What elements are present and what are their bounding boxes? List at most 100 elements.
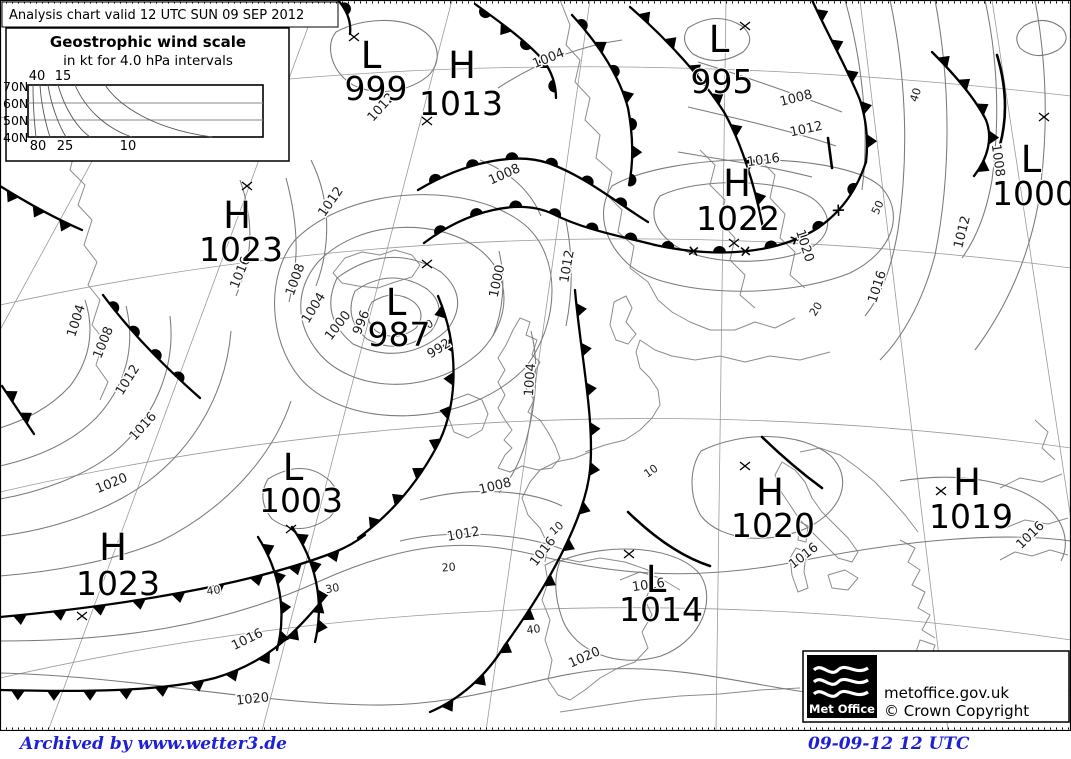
warm-front-symbol (548, 79, 557, 93)
cold-front-symbol (473, 673, 486, 686)
cold-front-symbol-path (443, 371, 454, 386)
warm-front-symbol-path (479, 7, 491, 19)
warm-front-symbol-path (548, 79, 557, 93)
warm-front-symbol-path (629, 117, 637, 131)
cold-front-symbol-path (392, 493, 405, 506)
warm-front-symbol-path (173, 371, 185, 383)
cold-front-symbol-path (280, 600, 292, 615)
isobar-lines-path (844, 0, 866, 191)
trough-line (826, 136, 834, 170)
occluded-front (336, 0, 352, 36)
isobar-label: 1000 (487, 264, 509, 299)
warm-front-symbol-path (615, 197, 628, 208)
cold-front-symbol (326, 550, 340, 563)
wind-speed-label: 20 (807, 300, 825, 319)
isobar-lines-path (697, 61, 843, 113)
frontolysis-cross-icon-path (740, 246, 751, 257)
cold-front-symbol-path (578, 501, 591, 515)
cold-front-symbol (543, 574, 556, 587)
isobar-lines-path (0, 536, 1071, 642)
wind-speed-label: 40 (526, 622, 542, 637)
isobar-lines-path (498, 330, 537, 494)
warm-front-symbol (712, 245, 726, 253)
warm-front-symbol-path (341, 2, 351, 15)
cold-front-symbol (316, 619, 328, 634)
warm-front-symbol-path (509, 200, 523, 208)
cold-front-symbol-path (258, 651, 270, 665)
warm-front-symbol (628, 173, 637, 187)
pressure-center-letter: H (953, 461, 981, 504)
cold-front-symbol-path (59, 219, 72, 232)
wind-speed-label: 40 (907, 86, 924, 103)
lat-label-70n: 70N (3, 79, 28, 94)
isobar-lines-path (565, 220, 572, 327)
chart-title-box-path (1, 1, 339, 28)
scale-top-40: 40 (29, 69, 46, 84)
isobar-lines-path (367, 294, 422, 337)
cold-front-symbol (278, 630, 290, 645)
cold-front-symbol-path (977, 159, 990, 173)
graticule-lines-path (0, 238, 1071, 306)
coastlines-path (999, 549, 1069, 561)
wind-speed-label: 20 (441, 560, 456, 574)
warm-front-symbol-path (150, 349, 162, 361)
isobar-lines-path (961, 0, 998, 259)
isobar-lines-path (285, 177, 297, 303)
wind-scale-title: Geostrophic wind scale (50, 33, 246, 51)
cold-front-symbol-path (638, 11, 651, 24)
cold-front-symbol (258, 651, 270, 665)
warm-front-symbol-path (585, 222, 599, 231)
cold-front-symbol (688, 64, 701, 77)
isobar-label: 1020 (94, 471, 130, 497)
coastlines-path (559, 0, 796, 331)
frontolysis-cross-icon (790, 233, 802, 245)
cold-front-symbol-path (562, 538, 575, 552)
cold-front-symbol-path (82, 690, 97, 701)
cold-front-symbol-path (664, 37, 677, 50)
pressure-center-cross-icon (739, 461, 751, 471)
warm-front-symbol (624, 232, 638, 241)
cold-front-symbol-path (154, 686, 169, 697)
isobar-lines-path (310, 159, 328, 287)
warm-front-symbol (509, 200, 523, 208)
cold-front-symbol-path (846, 69, 859, 83)
cold-front-symbol-path (441, 338, 453, 352)
cold-front-symbol (92, 604, 107, 616)
pressure-center-letter: L (283, 446, 304, 489)
wind-speed-label: 10 (642, 462, 661, 481)
met-office-waves-icon-path (812, 689, 869, 698)
cold-front-symbol-path (19, 412, 32, 425)
isobar-lines-path (974, 0, 1046, 351)
isobar-label: 1012 (789, 119, 824, 141)
warm-front-symbol-path (545, 157, 558, 167)
pressure-center-cross-icon (1038, 112, 1050, 122)
warm-front-symbol (341, 2, 351, 15)
pressure-center-value: 1003 (259, 481, 343, 520)
pressure-center-cross-icon (728, 238, 740, 248)
cold-front-symbol (441, 338, 453, 352)
cold-front-symbol (594, 41, 607, 54)
met-office-waves-icon-path (812, 665, 869, 674)
coastlines-path (899, 539, 936, 639)
isobar-lines-path (555, 548, 708, 661)
scale-bottom-25: 25 (57, 139, 74, 154)
cold-front-symbol (132, 598, 146, 610)
cold-front-symbol (977, 159, 990, 173)
coastlines-path (584, 339, 831, 453)
warm-front-symbol (812, 220, 825, 232)
cold-front-symbol-path (522, 608, 535, 621)
coastlines-path (999, 473, 1063, 489)
cold-front-symbol (500, 22, 512, 36)
cold-front-symbol (589, 462, 601, 477)
isobar-label: 1004 (299, 290, 329, 326)
warm-front-symbol (129, 325, 140, 338)
cold-front-symbol (860, 100, 872, 115)
cold-front-symbol (317, 589, 329, 604)
archive-credit: Archived by www.wetter3.de (20, 734, 287, 754)
cold-front-symbol-path (316, 619, 328, 634)
graticule-lines-path (261, 0, 453, 732)
cold-front-symbol (957, 78, 971, 91)
isobar-label: 1016 (527, 534, 559, 569)
cold-front-symbol-path (957, 78, 971, 91)
